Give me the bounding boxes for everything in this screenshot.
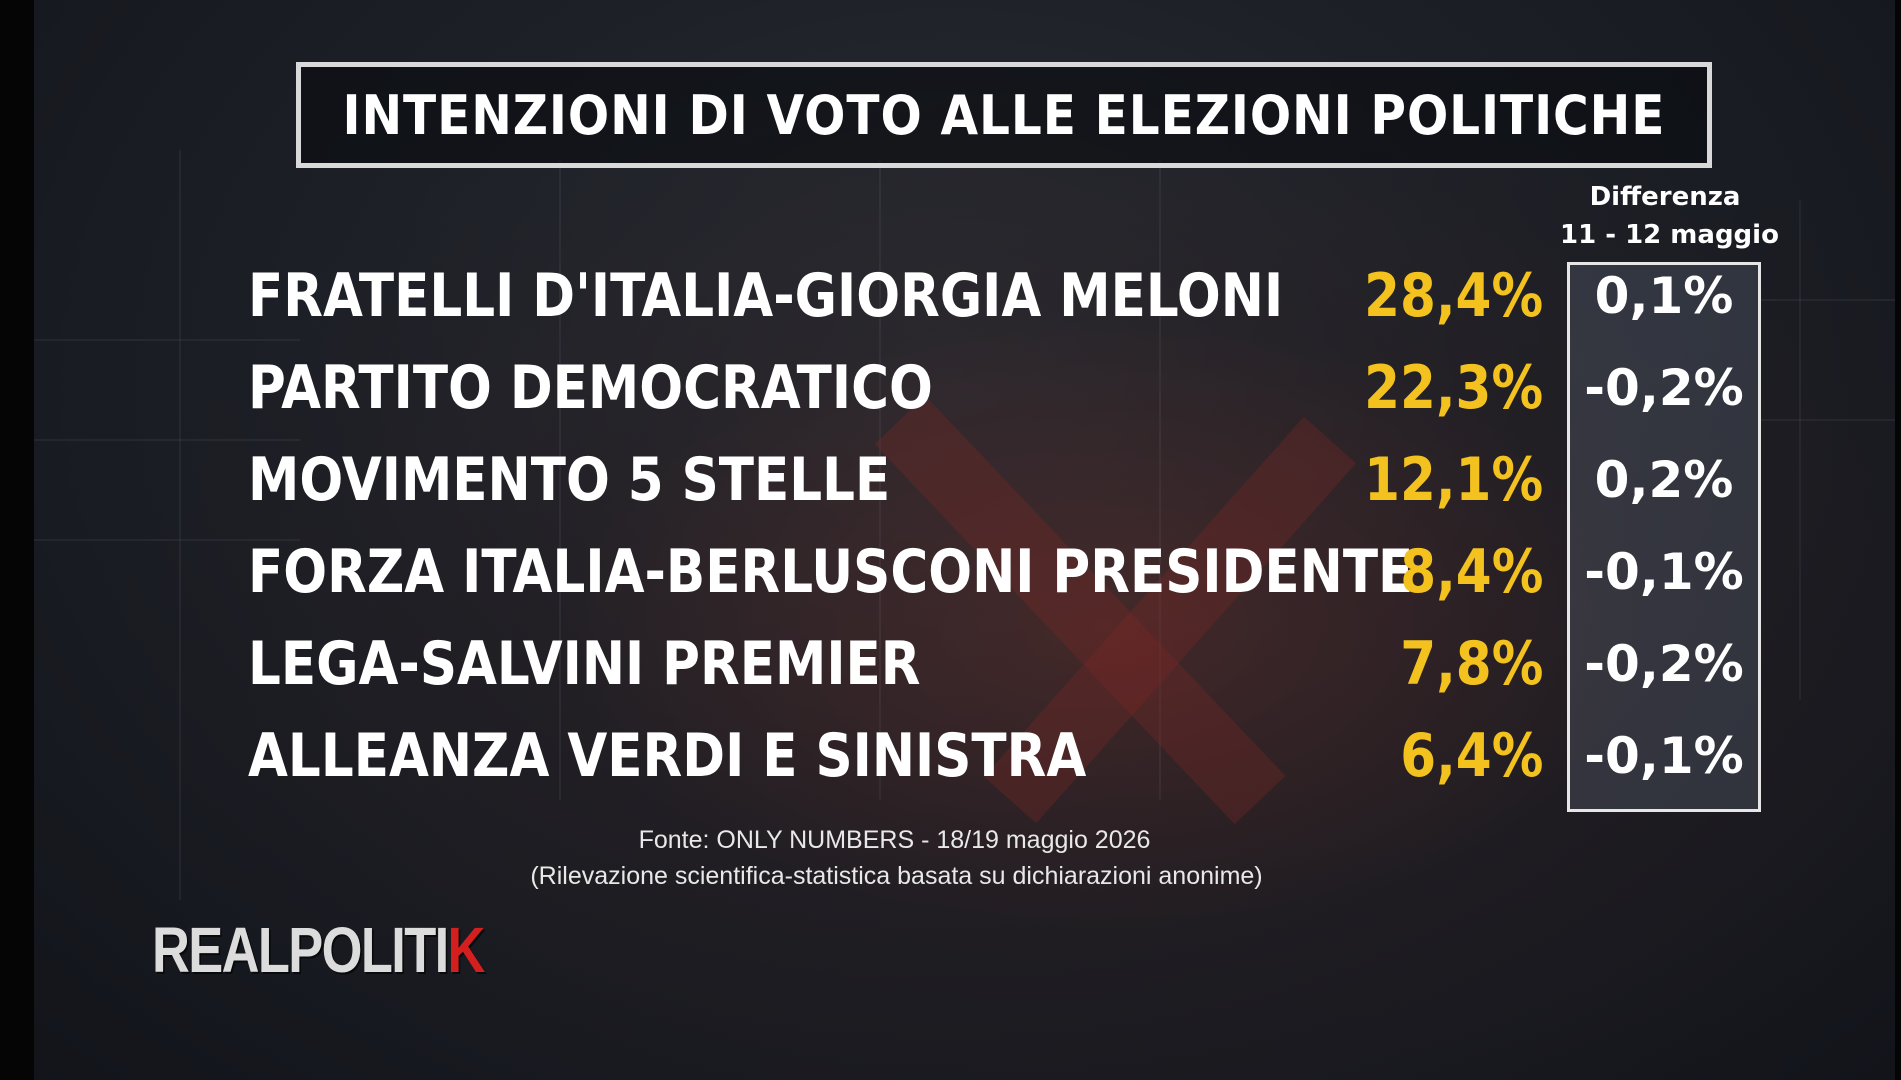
vote-percentage: 7,8% xyxy=(1399,629,1543,699)
vote-percentage: 12,1% xyxy=(1363,445,1543,515)
table-row: FORZA ITALIA-BERLUSCONI PRESIDENTE 8,4% … xyxy=(0,532,1901,612)
vote-change: -0,1% xyxy=(1584,727,1744,785)
party-name: LEGA-SALVINI PREMIER xyxy=(248,629,921,699)
left-border-strip xyxy=(0,0,34,1080)
methodology-note: (Rilevazione scientifica-statistica basa… xyxy=(530,862,1263,890)
vote-percentage: 22,3% xyxy=(1363,353,1543,423)
logo-accent-letter: K xyxy=(447,914,486,986)
party-name: ALLEANZA VERDI E SINISTRA xyxy=(248,721,1087,791)
table-row: MOVIMENTO 5 STELLE 12,1% 0,2% xyxy=(0,440,1901,520)
realpolitik-logo: REALPOLITIK xyxy=(152,914,486,986)
party-name: FORZA ITALIA-BERLUSCONI PRESIDENTE xyxy=(248,537,1414,607)
party-name: MOVIMENTO 5 STELLE xyxy=(248,445,891,515)
vote-percentage: 6,4% xyxy=(1399,721,1543,791)
vote-percentage: 28,4% xyxy=(1363,261,1543,331)
table-row: LEGA-SALVINI PREMIER 7,8% -0,2% xyxy=(0,624,1901,704)
difference-header: Differenza 11 - 12 maggio xyxy=(1560,178,1779,254)
chart-title: INTENZIONI DI VOTO ALLE ELEZIONI POLITIC… xyxy=(342,83,1666,147)
title-box: INTENZIONI DI VOTO ALLE ELEZIONI POLITIC… xyxy=(296,62,1712,168)
vote-change: 0,2% xyxy=(1594,451,1734,509)
vote-change: 0,1% xyxy=(1594,267,1734,325)
right-border-strip xyxy=(1895,0,1901,1080)
vote-change: -0,2% xyxy=(1584,635,1744,693)
table-row: FRATELLI D'ITALIA-GIORGIA MELONI 28,4% 0… xyxy=(0,256,1901,336)
vote-percentage: 8,4% xyxy=(1399,537,1543,607)
party-name: FRATELLI D'ITALIA-GIORGIA MELONI xyxy=(248,261,1284,331)
table-row: PARTITO DEMOCRATICO 22,3% -0,2% xyxy=(0,348,1901,428)
logo-text: REALPOLITI xyxy=(152,914,449,986)
source-note: Fonte: ONLY NUMBERS - 18/19 maggio 2026 xyxy=(638,826,1151,854)
difference-header-line1: Differenza xyxy=(1589,182,1741,212)
difference-header-line2: 11 - 12 maggio xyxy=(1560,220,1779,250)
party-name: PARTITO DEMOCRATICO xyxy=(248,353,933,423)
difference-column-box xyxy=(1567,262,1761,812)
table-row: ALLEANZA VERDI E SINISTRA 6,4% -0,1% xyxy=(0,716,1901,796)
vote-change: -0,1% xyxy=(1584,543,1744,601)
vote-change: -0,2% xyxy=(1584,359,1744,417)
